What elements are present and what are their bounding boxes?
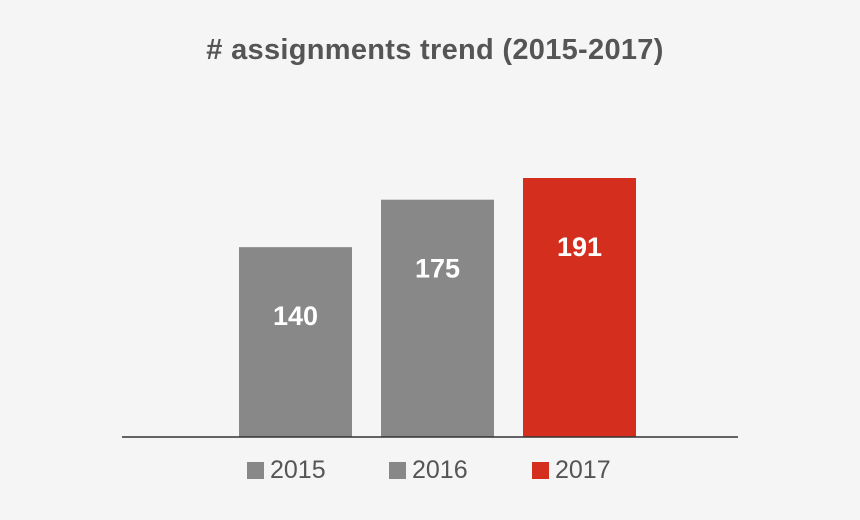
legend-swatch-icon xyxy=(532,462,549,479)
data-label-2016: 175 xyxy=(415,254,460,284)
chart-title: # assignments trend (2015-2017) xyxy=(206,34,664,66)
legend-label: 2016 xyxy=(412,456,468,484)
data-labels-group: 140 175 191 xyxy=(273,232,602,331)
bar-2016 xyxy=(381,199,494,437)
legend-label: 2015 xyxy=(270,456,326,484)
data-label-2017: 191 xyxy=(557,232,602,262)
legend-swatch-icon xyxy=(389,462,406,479)
bar-2017 xyxy=(523,178,636,437)
legend-item-2015: 2015 xyxy=(247,456,326,485)
bar-2015 xyxy=(239,247,352,437)
bars-group xyxy=(239,178,636,437)
legend: 2015 2016 2017 xyxy=(0,456,860,486)
legend-item-2016: 2016 xyxy=(389,456,468,485)
legend-swatch-icon xyxy=(247,462,264,479)
data-label-2015: 140 xyxy=(273,301,318,331)
legend-label: 2017 xyxy=(555,456,611,484)
legend-item-2017: 2017 xyxy=(532,456,611,485)
